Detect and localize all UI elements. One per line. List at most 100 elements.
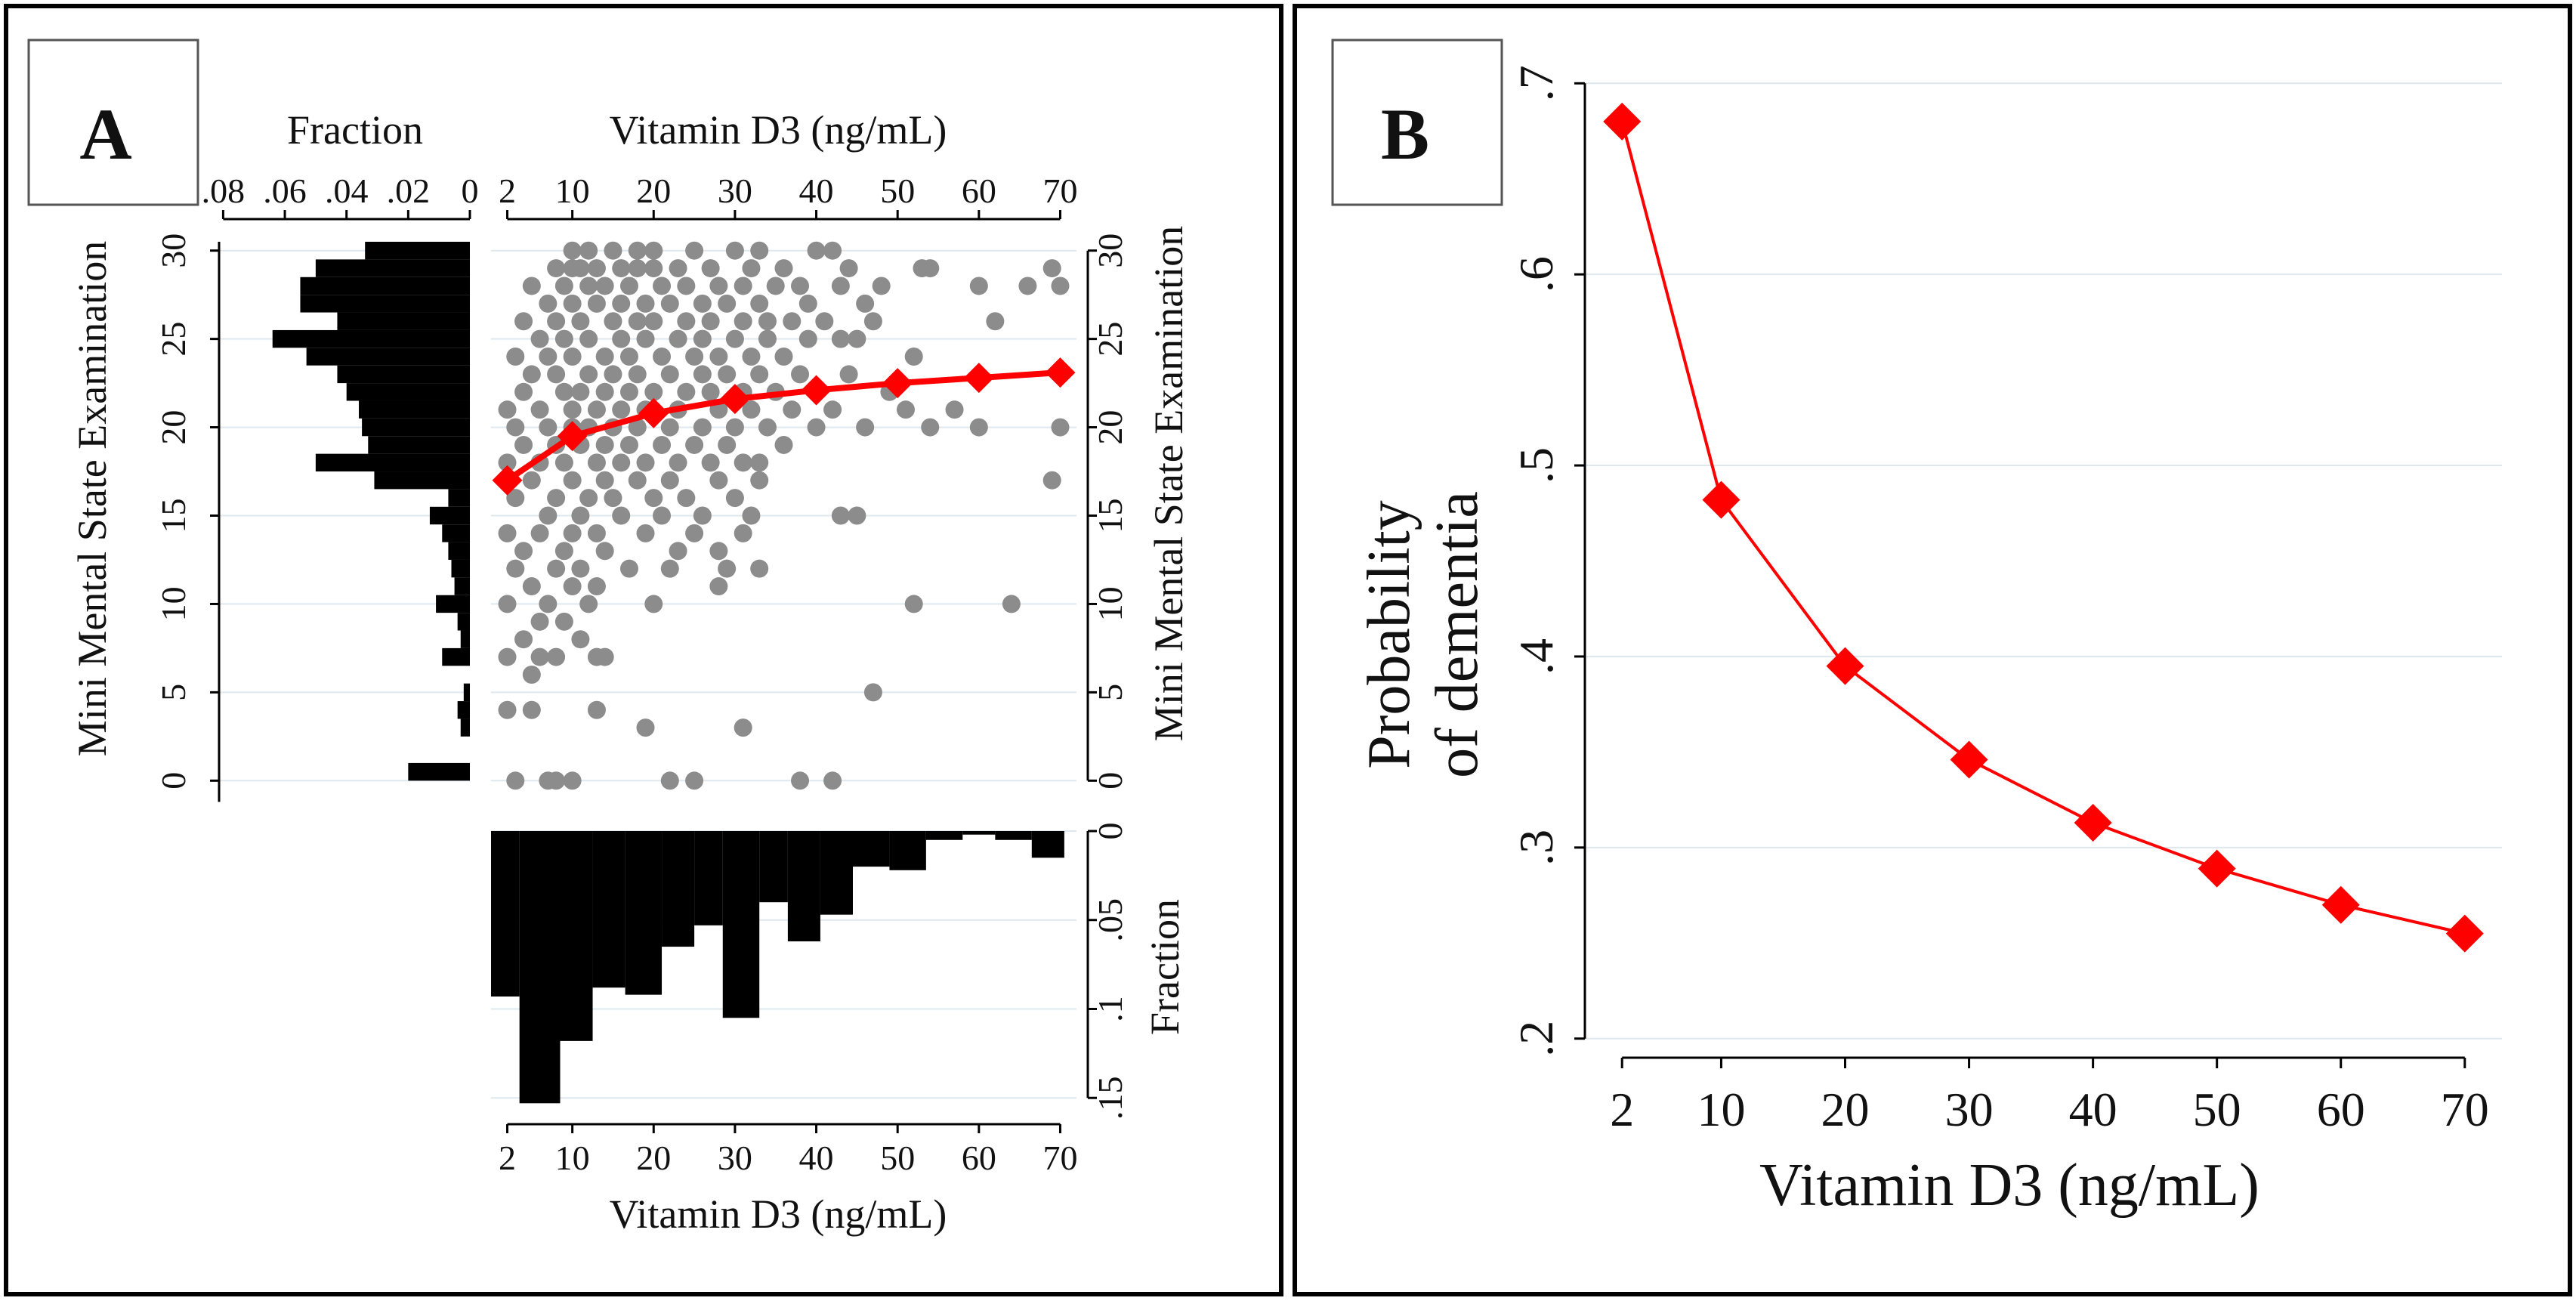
scatter-point: [579, 277, 598, 295]
scatter-point: [498, 595, 517, 613]
scatter-point: [986, 312, 1005, 331]
scatter-point: [563, 577, 582, 596]
scatter-point: [709, 542, 728, 561]
scatter-point: [604, 312, 622, 331]
scatter-point: [709, 577, 728, 596]
scatter-point: [506, 348, 525, 366]
scatter-point: [791, 365, 810, 384]
left-histogram-top-tick-label: .02: [387, 171, 431, 210]
scatter-point: [685, 771, 704, 790]
scatter-point: [798, 329, 817, 348]
scatter-point: [685, 435, 704, 454]
probability-marker: [2321, 885, 2360, 924]
probability-marker: [2445, 914, 2484, 953]
bottom-histogram-x-tick-label: 2: [499, 1139, 516, 1177]
scatter-point: [547, 312, 566, 331]
scatter-point: [677, 312, 696, 331]
scatter-point: [774, 259, 793, 278]
left-histogram-bar: [436, 595, 470, 613]
scatter-point: [701, 312, 720, 331]
scatter-point: [587, 400, 606, 419]
probability-marker: [1826, 647, 1864, 685]
scatter-right-tick-label: 5: [1091, 684, 1129, 701]
bottom-histogram-xlabel: Vitamin D3 (ng/mL): [610, 1191, 947, 1237]
left-histogram: .08 .06 .04 .02 0 0 5 10 15 20 25 30 Fraction Mini…: [69, 107, 479, 802]
left-histogram-bar: [460, 630, 470, 648]
bottom-histogram-right-tick-label: .1: [1091, 996, 1129, 1022]
bottom-histogram-bar: [560, 831, 593, 1041]
scatter-point: [653, 435, 672, 454]
scatter-point: [1018, 277, 1037, 295]
scatter-point: [554, 453, 573, 472]
left-histogram-bar: [429, 506, 470, 525]
fit-marker: [719, 384, 750, 415]
scatter-point: [587, 524, 606, 542]
panel-b-x-tick-label: 20: [1821, 1083, 1870, 1136]
scatter-point: [571, 312, 590, 331]
scatter-point: [506, 418, 525, 437]
scatter-point: [660, 418, 679, 437]
probability-marker: [1702, 481, 1740, 519]
scatter-point: [628, 312, 647, 331]
fit-marker: [638, 397, 669, 428]
bottom-histogram-bar: [759, 831, 788, 903]
left-histogram-bar: [346, 383, 470, 401]
left-histogram-bar: [272, 329, 470, 348]
scatter-top-tick-label: 60: [962, 171, 996, 210]
bottom-histogram-right-tick-label: .05: [1091, 898, 1129, 942]
scatter-point: [644, 489, 663, 508]
left-histogram-bar: [337, 312, 470, 330]
scatter-top-axis: 2 10 20 30 40 50 60 70: [499, 171, 1077, 221]
panel-b-ylabel-line1: Probability: [1356, 500, 1422, 769]
scatter-point: [660, 559, 679, 578]
panel-b-y-tick-label: .6: [1509, 256, 1563, 292]
scatter-point: [725, 329, 744, 348]
scatter-right-tick-label: 10: [1091, 586, 1129, 621]
left-histogram-bar: [460, 718, 470, 737]
scatter-point: [1042, 471, 1061, 490]
panel-b-chart: .2 .3 .4 .5 .6 .7 2 10 20 30 40 50 60 70 Vitamin D3 (…: [1356, 65, 2502, 1219]
scatter-point: [587, 700, 606, 719]
scatter-point: [506, 771, 525, 790]
left-histogram-top-axis: .08 .06 .04 .02 0: [202, 171, 479, 221]
scatter-point: [774, 435, 793, 454]
probability-marker: [2074, 803, 2112, 842]
scatter-point: [823, 771, 842, 790]
scatter-point: [669, 453, 687, 472]
scatter-point: [701, 382, 720, 401]
bottom-histogram-right-axis: 0 .05 .1 .15: [1086, 823, 1129, 1120]
fit-marker: [557, 421, 588, 452]
left-histogram-axis-tick-label: 10: [154, 586, 193, 621]
scatter-point: [636, 453, 655, 472]
bottom-histogram-bar: [694, 831, 723, 925]
bottom-histogram-x-tick-label: 70: [1042, 1139, 1077, 1177]
scatter-right-tick-label: 30: [1091, 233, 1129, 268]
scatter-point: [660, 471, 679, 490]
scatter-point: [595, 435, 614, 454]
scatter-point: [514, 312, 533, 331]
scatter-point: [522, 365, 541, 384]
scatter-point: [815, 312, 834, 331]
scatter-point: [514, 542, 533, 561]
panel-b-x-tick-label: 30: [1945, 1083, 1994, 1136]
bottom-histogram-bar: [519, 831, 561, 1104]
scatter-point: [725, 489, 744, 508]
scatter-point: [514, 435, 533, 454]
scatter-point: [750, 471, 769, 490]
bottom-histogram-bar: [662, 831, 695, 947]
scatter-point: [685, 348, 704, 366]
scatter-point: [595, 542, 614, 561]
scatter-point: [554, 277, 573, 295]
scatter-point: [554, 329, 573, 348]
bottom-histogram-bar: [625, 831, 663, 995]
scatter-point: [530, 612, 549, 631]
scatter-point: [547, 489, 566, 508]
scatter-point: [579, 595, 598, 613]
scatter-point: [742, 259, 761, 278]
scatter-point: [619, 559, 638, 578]
scatter-point: [587, 577, 606, 596]
scatter-point: [783, 312, 802, 331]
left-histogram-bar: [374, 471, 470, 490]
scatter-point: [530, 400, 549, 419]
scatter-point: [734, 277, 752, 295]
